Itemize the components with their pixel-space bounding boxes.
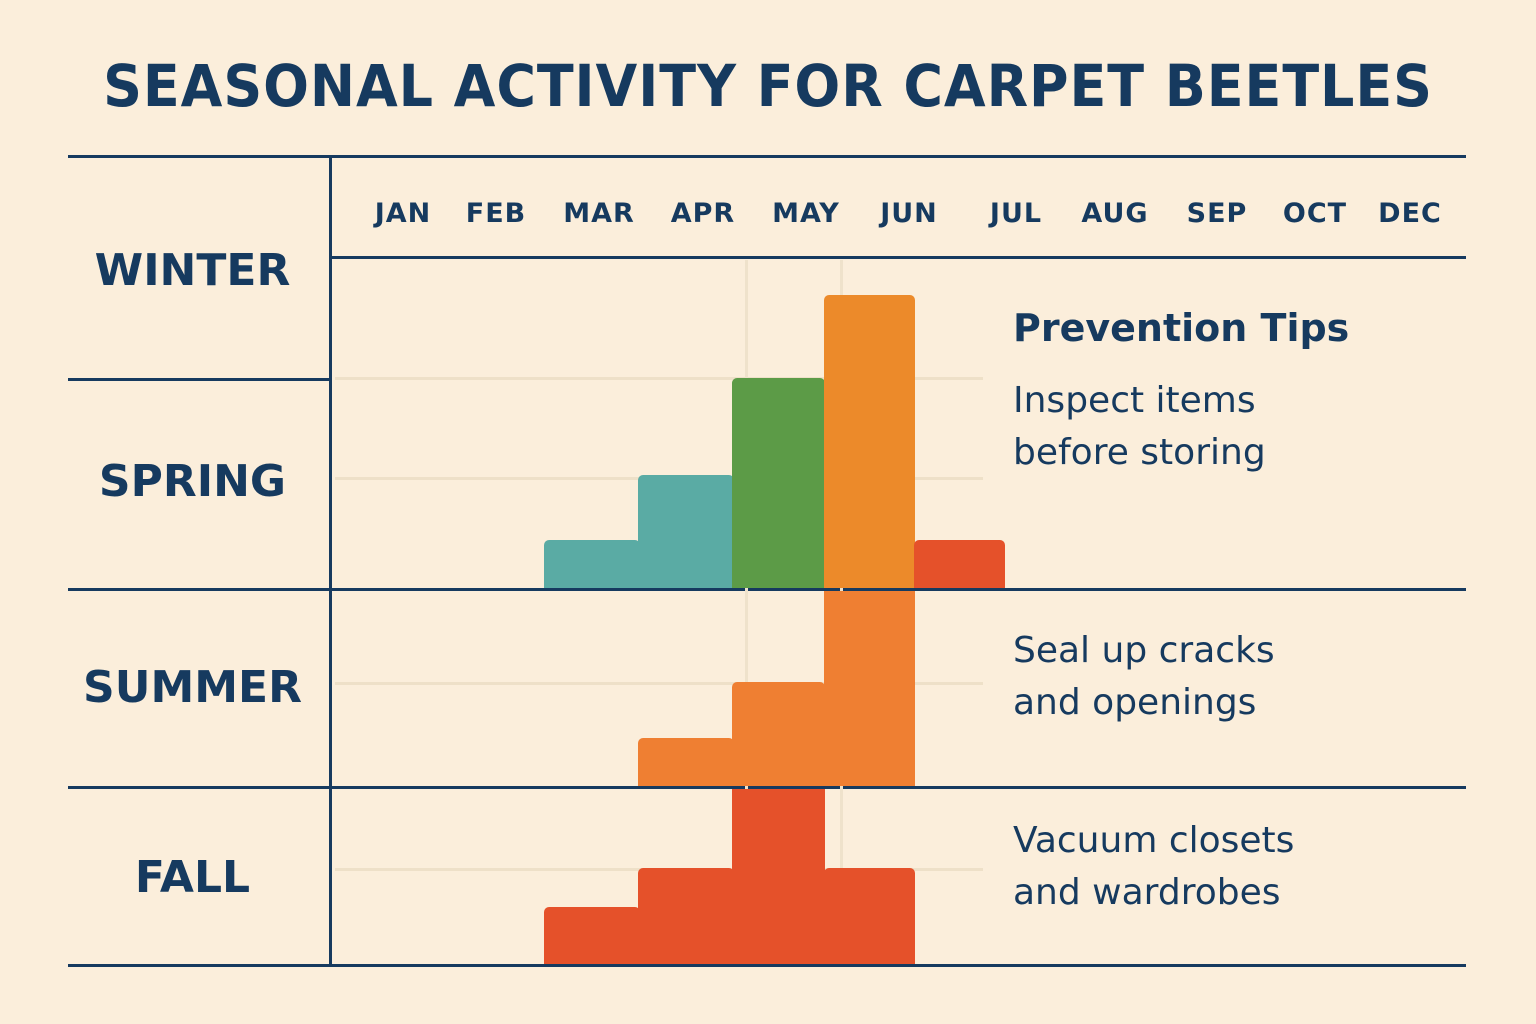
- month-label: SEP: [1186, 198, 1248, 229]
- month-label: MAY: [772, 198, 840, 229]
- season-label-fall: FALL: [134, 852, 251, 903]
- tip-inspect-items: Inspect items before storing: [1013, 375, 1266, 479]
- tip-vacuum-closets: Vacuum closets and wardrobes: [1013, 815, 1294, 919]
- month-label: MAR: [563, 198, 635, 229]
- bar-spring-jul: [914, 540, 1005, 588]
- tip-line: Seal up cracks: [1013, 630, 1275, 671]
- tip-line: and openings: [1013, 682, 1257, 723]
- season-column-divider: [329, 155, 332, 967]
- bar-spring-apr: [638, 475, 734, 588]
- bar-fall-apr: [638, 868, 734, 964]
- month-label: OCT: [1282, 198, 1348, 229]
- chart-title: SEASONAL ACTIVITY FOR CARPET BEETLES: [103, 52, 1433, 120]
- bar-summer-may: [732, 682, 825, 786]
- gridline: [335, 377, 983, 380]
- bar-spring-may: [732, 378, 825, 588]
- tip-line: before storing: [1013, 432, 1266, 473]
- tip-line: Vacuum closets: [1013, 820, 1295, 861]
- season-label-spring: SPRING: [98, 456, 287, 507]
- month-label: APR: [670, 198, 736, 229]
- bar-summer-apr: [638, 738, 734, 786]
- month-label: DEC: [1378, 198, 1442, 229]
- month-label: FEB: [465, 198, 527, 229]
- winter-spring-divider: [68, 378, 332, 381]
- tip-line: Inspect items: [1013, 380, 1256, 421]
- top-rule: [68, 155, 1466, 158]
- month-label: JUL: [989, 198, 1043, 229]
- bar-fall-jun: [824, 868, 915, 964]
- bottom-rule: [68, 964, 1466, 967]
- month-label: JAN: [374, 198, 432, 229]
- season-label-summer: SUMMER: [83, 662, 302, 713]
- bar-fall-mar: [544, 907, 640, 964]
- month-label: JUN: [880, 198, 938, 229]
- gridline: [745, 260, 748, 964]
- tip-seal-cracks: Seal up cracks and openings: [1013, 625, 1275, 729]
- bar-spring-mar: [544, 540, 640, 588]
- summer-fall-divider: [68, 786, 1466, 789]
- bar-spring-jun: [824, 295, 915, 588]
- spring-summer-divider: [68, 588, 1466, 591]
- month-label: AUG: [1081, 198, 1149, 229]
- gridline: [335, 682, 983, 685]
- bar-fall-may: [732, 789, 825, 964]
- bar-summer-jun: [824, 591, 915, 786]
- month-header-rule: [332, 256, 1466, 259]
- season-label-winter: WINTER: [94, 245, 291, 296]
- tip-line: and wardrobes: [1013, 872, 1281, 913]
- prevention-tips-heading: Prevention Tips: [1013, 306, 1350, 350]
